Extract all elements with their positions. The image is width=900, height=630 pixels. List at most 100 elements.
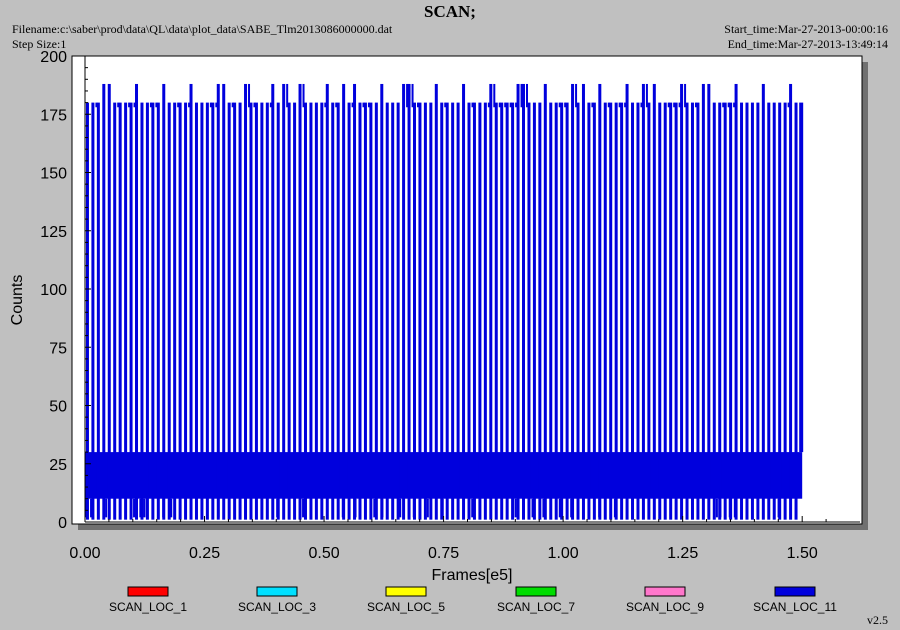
scan-spike [145, 102, 149, 520]
scan-spike [740, 102, 744, 520]
scan-spike [707, 83, 711, 520]
scan-spike [516, 83, 520, 520]
scan-spike [680, 83, 684, 520]
scan-spike [647, 102, 651, 520]
scan-spike-cap [787, 102, 790, 108]
scan-spike-cap [231, 102, 234, 108]
scan-spike [222, 83, 226, 520]
scan-spike [254, 102, 258, 520]
scan-spike [767, 102, 771, 520]
scan-spike [729, 102, 733, 520]
scan-spike-cap [362, 102, 365, 108]
scan-spike [592, 102, 596, 520]
legend-swatch [774, 586, 816, 597]
scan-spike [173, 102, 177, 520]
scan-spike [549, 102, 553, 520]
scan-spike-cap [117, 102, 120, 108]
x-tick-label: 0.50 [308, 545, 339, 562]
scan-spike-cap [487, 102, 490, 108]
scan-spike-cap [269, 102, 272, 108]
scan-spike-cap [504, 102, 507, 108]
scan-spike [140, 102, 144, 520]
scan-spike [118, 102, 122, 520]
scan-spike [402, 83, 406, 520]
scan-spike [167, 102, 171, 520]
scan-spike [734, 83, 738, 520]
scan-spike [314, 102, 318, 520]
scan-spike [445, 102, 449, 520]
scan-spike-cap [95, 102, 98, 108]
scan-spike [511, 102, 515, 520]
y-tick-label: 150 [40, 166, 67, 183]
scan-spike-cap [558, 102, 561, 108]
scan-spike [603, 102, 607, 520]
scan-spike [718, 102, 722, 520]
scan-spike [631, 102, 635, 520]
legend-swatch [127, 586, 169, 597]
scan-spike [505, 102, 509, 520]
scan-spike [325, 83, 329, 520]
scan-spike [298, 83, 302, 520]
scan-spike [500, 102, 504, 520]
scan-spike [353, 83, 357, 520]
scan-spike-cap [733, 102, 736, 108]
legend: SCAN_LOC_1 SCAN_LOC_3 SCAN_LOC_5 SCAN_LOC_7… [109, 586, 837, 614]
legend-label: SCAN_LOC_9 [626, 600, 704, 614]
scan-spike-cap [471, 102, 474, 108]
scan-spike [391, 102, 395, 520]
scan-spike-cap [286, 83, 289, 108]
y-tick-label: 50 [49, 399, 67, 416]
scan-spike [756, 102, 760, 520]
scan-spike [434, 83, 438, 520]
axes-layer: 0 25 50 75 100 125 150 175 200 0.00 0.25 0.50 0.75 1.… [40, 49, 860, 562]
scan-spike-cap [684, 83, 687, 108]
scan-spike [429, 102, 433, 520]
scan-spike-cap [149, 102, 152, 108]
legend-label: SCAN_LOC_1 [109, 600, 187, 614]
x-tick-label: 0.25 [189, 545, 220, 562]
x-axis-label: Frames[e5] [432, 567, 513, 584]
scan-spike-cap [509, 102, 512, 108]
scan-spike-cap [248, 83, 251, 108]
y-axis-label: Counts [9, 275, 26, 326]
x-tick-label: 0.00 [69, 545, 100, 562]
y-tick-label: 0 [58, 515, 67, 532]
scan-spike-cap [694, 102, 697, 108]
x-tick-label: 1.25 [667, 545, 698, 562]
scan-spike-cap [209, 102, 212, 108]
scan-spike [189, 83, 193, 520]
scan-spike [249, 102, 253, 520]
scan-spike-cap [351, 102, 354, 108]
step-size-text: Step Size:1 [12, 37, 67, 51]
scan-spike-cap [188, 102, 191, 108]
scan-spike [303, 102, 307, 520]
scan-spike-cap [416, 102, 419, 108]
scan-spike [723, 102, 727, 520]
filename-text: Filename:c:\saber\prod\data\QL\data\plot… [12, 22, 393, 36]
scan-spike [194, 102, 198, 520]
scan-spike-cap [155, 102, 158, 108]
y-tick-label: 125 [40, 224, 67, 241]
scan-spike [156, 102, 160, 520]
scan-spike [772, 102, 776, 520]
scan-spike-cap [618, 102, 621, 108]
scan-spike [532, 102, 536, 520]
scan-spike-cap [640, 102, 643, 108]
scan-spike-cap [564, 102, 567, 108]
scan-spike [385, 102, 389, 520]
scan-spike [620, 102, 624, 520]
scan-spike-cap [673, 102, 676, 108]
file-info: Filename:c:\saber\prod\data\QL\data\plot… [12, 22, 392, 52]
time-info: Start_time:Mar-27-2013-00:00:16 End_time… [724, 22, 888, 52]
scan-spike-cap [133, 102, 136, 108]
scan-spike [467, 102, 471, 520]
scan-spike-cap [493, 83, 496, 108]
scan-spike-cap [591, 102, 594, 108]
legend-swatch [515, 586, 557, 597]
scan-spike [347, 102, 351, 520]
y-tick-label: 100 [40, 282, 67, 299]
scan-spike-cap [575, 83, 578, 108]
scan-spike [554, 102, 558, 520]
scan-spike [102, 83, 106, 520]
scan-spike [538, 102, 542, 520]
